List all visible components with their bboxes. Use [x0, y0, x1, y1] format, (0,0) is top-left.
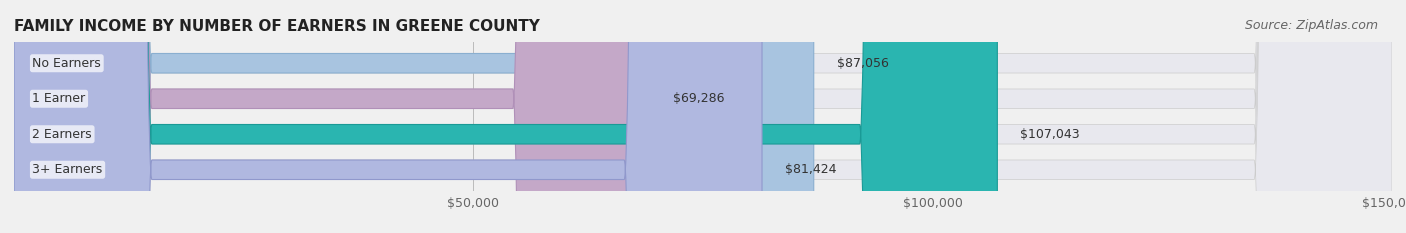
Text: 3+ Earners: 3+ Earners — [32, 163, 103, 176]
Text: 2 Earners: 2 Earners — [32, 128, 91, 141]
Text: No Earners: No Earners — [32, 57, 101, 70]
FancyBboxPatch shape — [14, 0, 1392, 233]
Text: $81,424: $81,424 — [785, 163, 837, 176]
FancyBboxPatch shape — [14, 0, 997, 233]
Text: 1 Earner: 1 Earner — [32, 92, 86, 105]
FancyBboxPatch shape — [14, 0, 814, 233]
Text: FAMILY INCOME BY NUMBER OF EARNERS IN GREENE COUNTY: FAMILY INCOME BY NUMBER OF EARNERS IN GR… — [14, 19, 540, 34]
Text: Source: ZipAtlas.com: Source: ZipAtlas.com — [1244, 19, 1378, 32]
FancyBboxPatch shape — [14, 0, 1392, 233]
Text: $107,043: $107,043 — [1021, 128, 1080, 141]
FancyBboxPatch shape — [14, 0, 1392, 233]
FancyBboxPatch shape — [14, 0, 1392, 233]
Text: $87,056: $87,056 — [837, 57, 889, 70]
FancyBboxPatch shape — [14, 0, 762, 233]
FancyBboxPatch shape — [14, 0, 651, 233]
Text: $69,286: $69,286 — [673, 92, 725, 105]
